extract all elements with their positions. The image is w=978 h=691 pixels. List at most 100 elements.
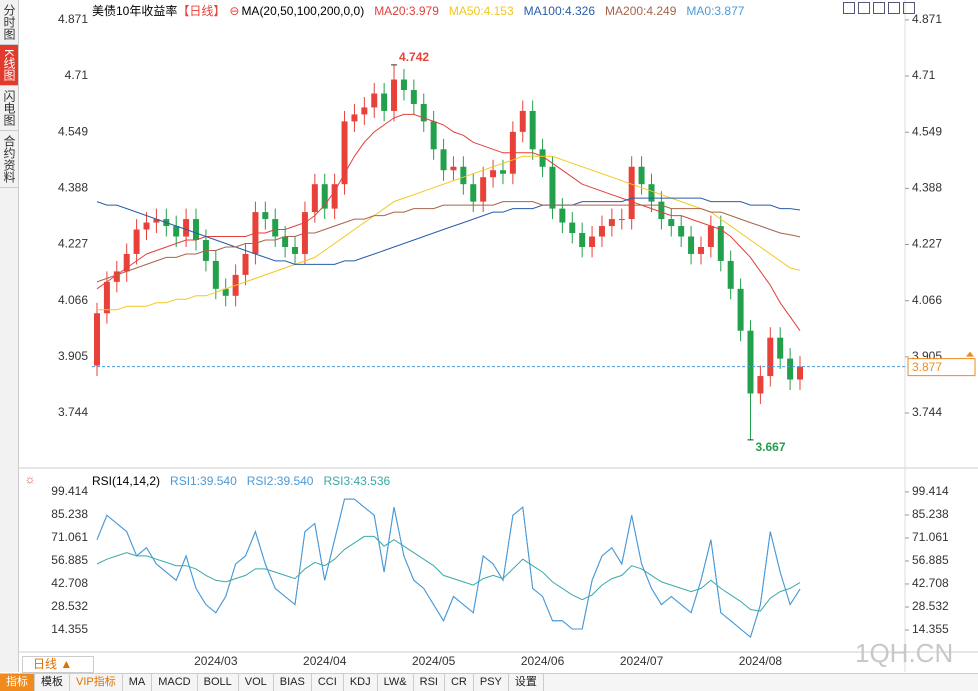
toolbar-button[interactable]: BOLL — [198, 674, 239, 691]
toolbar-button[interactable]: 模板 — [35, 674, 70, 691]
candle-body — [361, 107, 368, 115]
candle-body — [757, 376, 764, 394]
series-line — [96, 535, 801, 612]
toolbar-button[interactable]: LW& — [378, 674, 414, 691]
series-line — [96, 113, 801, 331]
candle-body — [133, 229, 140, 254]
icon[interactable] — [843, 2, 855, 14]
candle-body — [331, 184, 338, 209]
y-tick-label: 3.744 — [58, 405, 88, 419]
x-tick-label: 2024/08 — [739, 654, 783, 668]
toolbar-button[interactable]: CR — [445, 674, 474, 691]
candle-body — [193, 219, 200, 240]
candle-body — [747, 330, 754, 394]
candle-body — [668, 219, 675, 227]
x-tick-label: 2024/03 — [194, 654, 238, 668]
y-tick-label: 4.71 — [65, 68, 89, 82]
toolbar-button[interactable]: BIAS — [274, 674, 312, 691]
toolbar-icons — [843, 2, 915, 14]
toolbar-button[interactable]: PSY — [474, 674, 509, 691]
candle-body — [559, 208, 566, 223]
x-tick-label: 2024/06 — [521, 654, 565, 668]
watermark: 1QH.CN — [855, 638, 953, 668]
indicator-label: MA(20,50,100,200,0,0) — [241, 3, 365, 18]
toolbar-button[interactable]: RSI — [414, 674, 445, 691]
y-tick-label: 4.388 — [912, 181, 942, 195]
toolbar-button[interactable]: 指标 — [0, 674, 35, 691]
last-price-label: 3.877 — [912, 360, 942, 374]
toolbar-button[interactable]: VOL — [239, 674, 274, 691]
toolbar-button[interactable]: VIP指标 — [70, 674, 123, 691]
icon[interactable] — [858, 2, 870, 14]
icon[interactable] — [873, 2, 885, 14]
candle-body — [391, 79, 398, 111]
icon[interactable] — [888, 2, 900, 14]
y-tick-label: 71.061 — [51, 530, 88, 544]
candle-body — [381, 93, 388, 111]
last-price-box — [907, 358, 976, 377]
toolbar-button[interactable]: KDJ — [344, 674, 378, 691]
candle-body — [480, 177, 487, 202]
toolbar-button[interactable]: 设置 — [509, 674, 544, 691]
min-label: 3.667 — [755, 440, 785, 454]
sidebar-tab[interactable]: 合约资料 — [0, 131, 18, 189]
candle-body — [272, 219, 279, 237]
settings-icon[interactable]: ⊖ — [229, 3, 240, 18]
candle-body — [638, 166, 645, 185]
last-price-arrow — [966, 351, 974, 357]
y-tick-label: 4.871 — [912, 12, 942, 26]
series-line — [96, 201, 801, 283]
period-button[interactable]: 日线 ▲ — [22, 656, 94, 673]
candle-body — [460, 166, 467, 185]
candle-body — [569, 222, 576, 234]
candle-body — [648, 184, 655, 202]
candle-body — [727, 260, 734, 289]
candle-body — [143, 222, 150, 230]
candle-body — [410, 90, 417, 104]
candle-body — [94, 313, 100, 366]
candle-body — [183, 219, 190, 237]
candle-body — [678, 226, 685, 237]
candle-body — [311, 184, 318, 213]
toolbar-button[interactable]: MA — [123, 674, 153, 691]
chart: 1QH.CN ☼ 4.871 4.871 4.71 4.71 4.549 4.549 4.388… — [18, 0, 978, 672]
candle-body — [321, 184, 328, 209]
candle-body — [777, 337, 784, 359]
candle-body — [658, 201, 665, 220]
y-tick-label: 4.388 — [58, 181, 88, 195]
sidebar-tab[interactable]: 分时图 — [0, 0, 18, 45]
y-tick-label: 4.066 — [912, 293, 942, 307]
indicator-toolbar: 指标 模板 VIP指标 MA MACD BOLL VOL BIAS CCI KDJ LW& RSI CR… — [0, 673, 978, 691]
y-tick-label: 28.532 — [912, 599, 949, 613]
y-tick-label: 4.71 — [912, 68, 936, 82]
candle-body — [282, 236, 289, 247]
candle-body — [688, 236, 695, 254]
series-line — [96, 498, 801, 638]
sidebar-tab[interactable]: 闪电图 — [0, 86, 18, 132]
y-tick-label: 71.061 — [912, 530, 949, 544]
candle-body — [797, 366, 803, 380]
candle-body — [420, 103, 427, 122]
candle-body — [608, 219, 615, 227]
period-label: 【日线】 — [177, 4, 226, 18]
y-tick-label: 28.532 — [51, 599, 88, 613]
legend-item: MA20:3.979 — [374, 3, 439, 18]
candle-body — [103, 281, 110, 314]
candle-body — [767, 337, 774, 377]
candle-body — [450, 166, 457, 171]
candle-body — [123, 253, 130, 272]
candle-body — [499, 170, 506, 174]
icon[interactable] — [903, 2, 915, 14]
toolbar-button[interactable]: CCI — [312, 674, 344, 691]
sidebar-tab[interactable]: K线图 — [0, 45, 18, 87]
y-tick-label: 4.549 — [58, 124, 88, 138]
legend-item: MA100:4.326 — [523, 3, 596, 18]
legend-item: MA50:4.153 — [448, 3, 514, 18]
candle-body — [222, 288, 229, 296]
series-line — [96, 197, 801, 265]
rsi-header: RSI(14,14,2) RSI1:39.540 RSI2:39.540 RSI3:… — [92, 474, 390, 488]
y-tick-label: 56.885 — [51, 553, 88, 567]
legend-item: RSI3:43.536 — [323, 474, 391, 488]
chart-title: RSI(14,14,2) — [92, 474, 161, 488]
toolbar-button[interactable]: MACD — [152, 674, 198, 691]
